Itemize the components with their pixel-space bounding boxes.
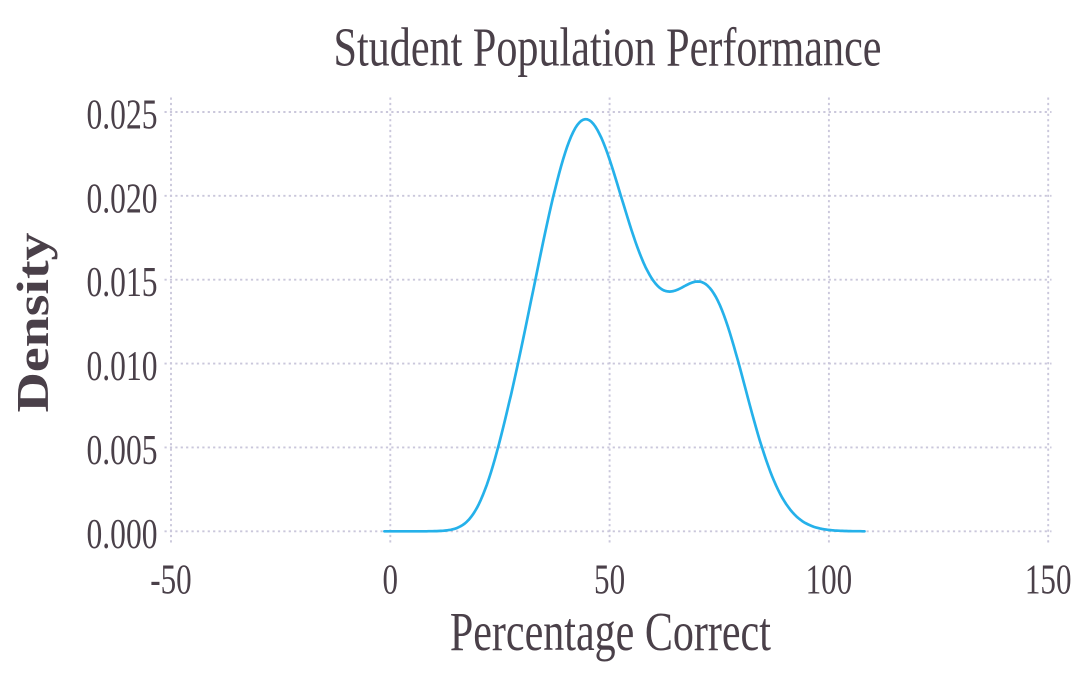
svg-text:Percentage Correct: Percentage Correct (450, 601, 771, 662)
svg-text:50: 50 (594, 558, 625, 604)
svg-text:0.020: 0.020 (87, 176, 158, 222)
svg-text:0.000: 0.000 (87, 512, 158, 558)
svg-text:0.015: 0.015 (87, 260, 158, 306)
svg-text:Student Population Performance: Student Population Performance (334, 17, 882, 78)
svg-text:0.025: 0.025 (87, 93, 158, 139)
svg-text:0.005: 0.005 (87, 428, 158, 474)
svg-text:150: 150 (1025, 558, 1072, 604)
svg-text:0: 0 (383, 558, 399, 604)
svg-text:100: 100 (806, 558, 853, 604)
svg-text:Density: Density (7, 233, 58, 413)
svg-text:-50: -50 (150, 558, 191, 604)
svg-text:0.010: 0.010 (87, 344, 158, 390)
